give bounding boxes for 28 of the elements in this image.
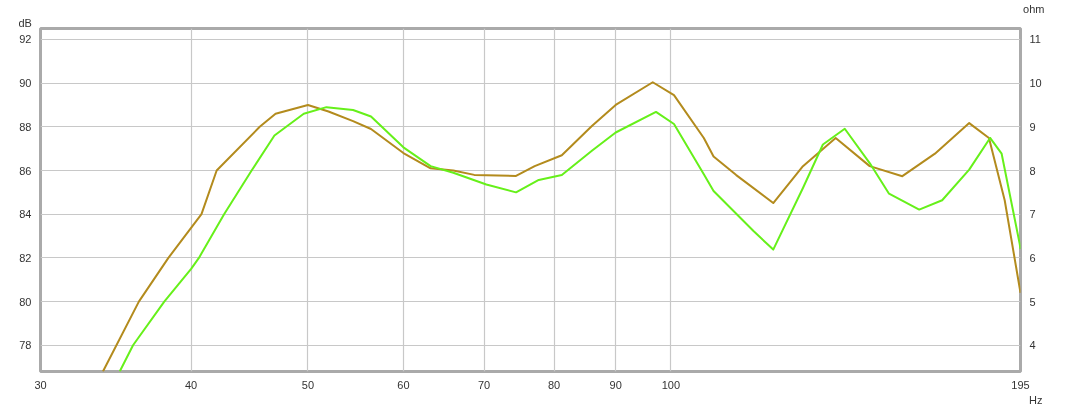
y-tick-label: 82: [19, 251, 32, 264]
x-tick-label: 40: [185, 378, 198, 391]
y-axis-title: dB: [18, 16, 32, 29]
y2-tick-label: 9: [1029, 120, 1036, 133]
x-axis-title: Hz: [1029, 393, 1043, 405]
y2-axis-title: ohm: [1023, 2, 1045, 15]
x-tick-label: 100: [661, 378, 681, 391]
y-tick-label: 86: [19, 164, 32, 177]
y2-tick-label: 4: [1029, 339, 1036, 352]
y2-tick-label: 10: [1029, 77, 1042, 90]
y2-tick-label: 11: [1029, 33, 1041, 46]
y2-tick-label: 5: [1029, 295, 1036, 308]
y-tick-label: 90: [19, 77, 32, 90]
x-tick-label: 90: [609, 378, 622, 391]
x-tick-label: 70: [477, 378, 491, 391]
x-tick-label: 30: [34, 378, 47, 391]
y-tick-label: 88: [19, 120, 32, 133]
y-tick-label: 80: [19, 295, 32, 308]
x-tick-label: 195: [1011, 378, 1030, 391]
y-tick-label: 92: [19, 33, 32, 46]
x-tick-label: 80: [547, 378, 561, 391]
y2-tick-label: 7: [1029, 208, 1036, 221]
y2-tick-label: 6: [1029, 251, 1036, 264]
x-tick-label: 60: [397, 378, 410, 391]
y-tick-label: 84: [19, 208, 32, 221]
x-tick-label: 50: [301, 378, 315, 391]
y2-tick-label: 8: [1029, 164, 1036, 177]
y-tick-label: 78: [19, 339, 32, 352]
